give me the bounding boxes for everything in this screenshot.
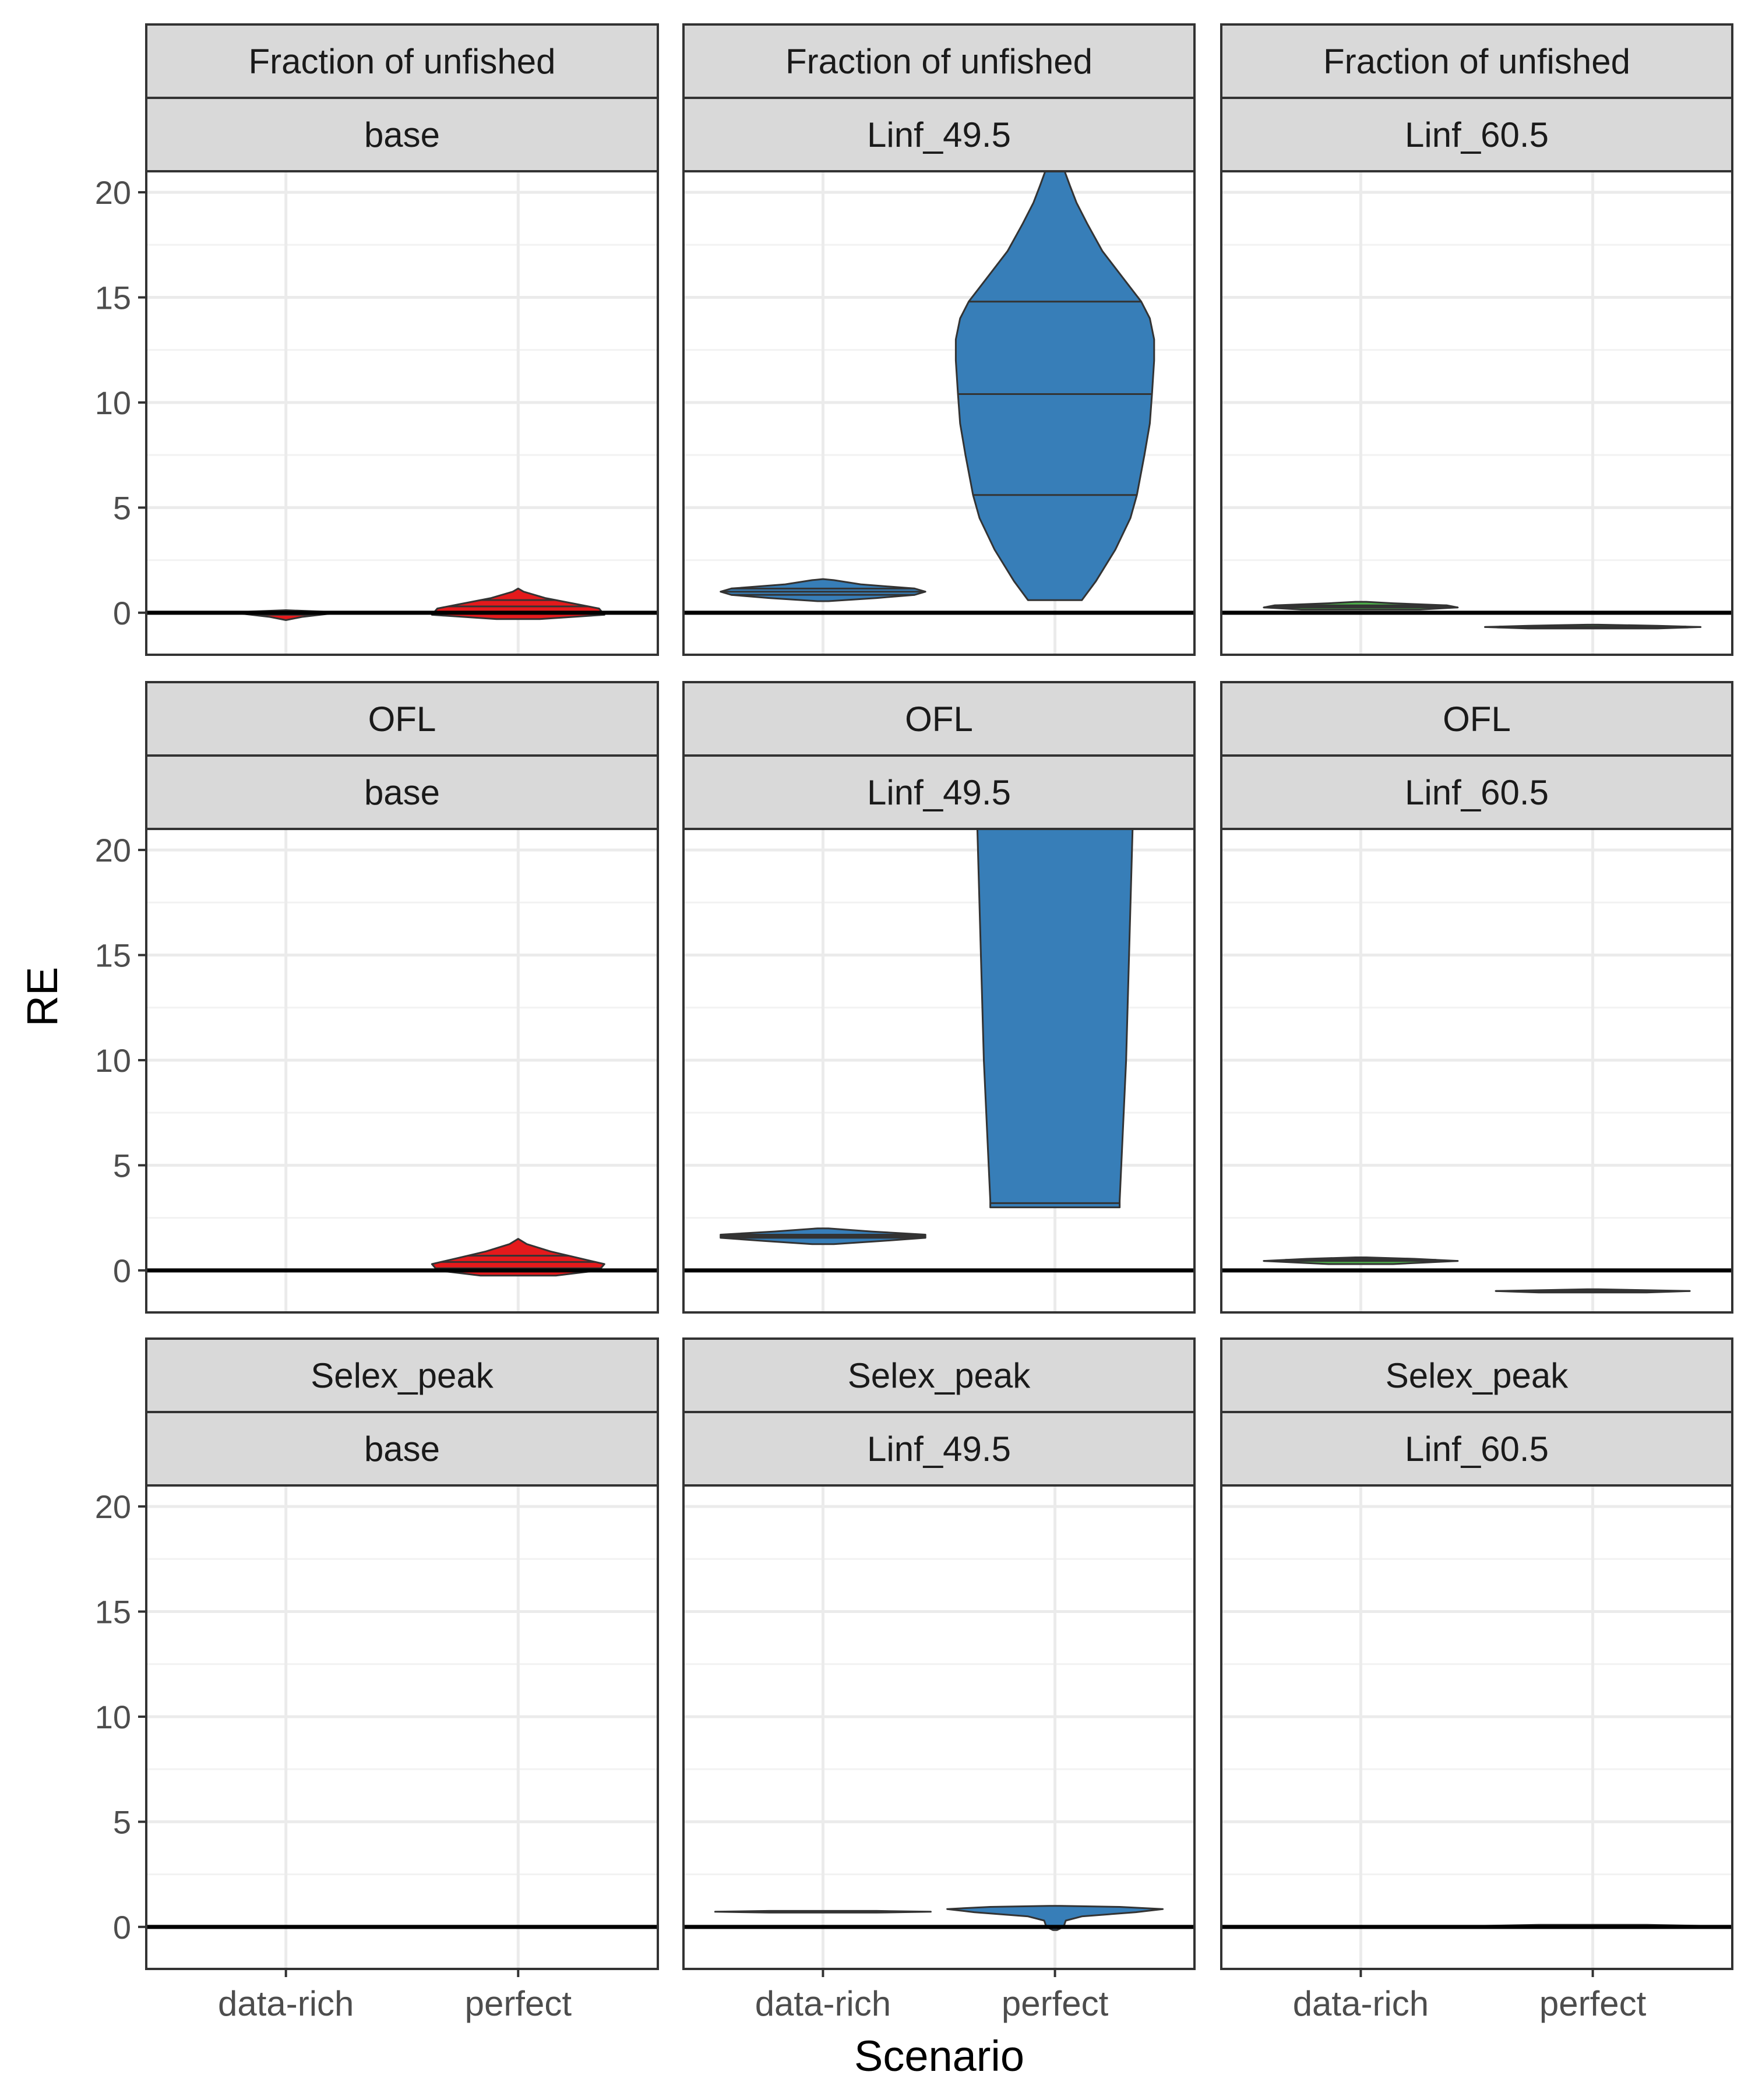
facet-strip-row-label: Selex_peak — [848, 1356, 1031, 1395]
facet-strip-col-label: Linf_60.5 — [1405, 773, 1549, 812]
facet-strip-col — [682, 754, 1196, 830]
facet-strip-col-label: Linf_49.5 — [867, 115, 1011, 154]
facet-panel-1-0: OFL base 0 5 10 15 20 — [95, 681, 659, 1314]
x-tick-label: perfect — [1539, 1984, 1647, 2023]
facet-strip-row-label: Selex_peak — [1386, 1356, 1569, 1395]
panel-border — [1220, 1484, 1733, 1970]
y-axis-title: RE — [18, 967, 66, 1027]
violin-perfect — [954, 171, 1155, 601]
panel-border — [145, 1484, 659, 1970]
x-tick-label: data-rich — [1293, 1984, 1429, 2023]
facet-strip-col — [1220, 97, 1733, 172]
facet-panel-1-1: OFL Linf_49.5 — [682, 681, 1196, 1314]
x-tick-label: data-rich — [755, 1984, 891, 2023]
panel-border — [1220, 170, 1733, 656]
y-tick-label: 20 — [95, 174, 131, 211]
facet-strip-col-label: Linf_49.5 — [867, 1430, 1011, 1469]
panel-background — [146, 1485, 658, 1969]
panel-background — [1221, 171, 1732, 655]
panel-border — [682, 170, 1196, 656]
y-tick-label: 20 — [95, 832, 131, 869]
panel-border — [682, 828, 1196, 1314]
facet-strip-row — [682, 681, 1196, 757]
y-tick-label: 0 — [113, 1252, 131, 1289]
violin-group — [720, 829, 1134, 1245]
panel-border — [1220, 828, 1733, 1314]
y-tick-label: 10 — [95, 384, 131, 421]
y-tick-label: 20 — [95, 1488, 131, 1525]
facet-strip-row-label: OFL — [368, 700, 436, 739]
violin-group — [714, 1905, 1164, 1931]
facet-strip-row — [682, 1337, 1196, 1413]
facet-strip-row — [682, 23, 1196, 99]
y-tick-label: 15 — [95, 1594, 131, 1630]
facet-panel-1-2: OFL Linf_60.5 — [1220, 681, 1733, 1314]
violin-data-rich — [714, 1910, 932, 1914]
facet-strip-row-label: Fraction of unfished — [249, 42, 556, 81]
facet-strip-col-label: Linf_60.5 — [1405, 115, 1549, 154]
y-tick-label: 10 — [95, 1042, 131, 1079]
facet-strip-col-label: Linf_60.5 — [1405, 1430, 1549, 1469]
facet-strip-row-label: Fraction of unfished — [785, 42, 1092, 81]
y-tick-label: 5 — [113, 1147, 131, 1184]
facet-strip-row — [145, 681, 659, 757]
facet-strip-row — [1220, 23, 1733, 99]
panel-background — [683, 1485, 1194, 1969]
facet-strip-col — [682, 97, 1196, 172]
facet-panel-2-2: Selex_peak Linf_60.5 data-rich perfect — [1220, 1337, 1733, 2023]
y-tick-label: 0 — [113, 595, 131, 631]
panel-background — [146, 171, 658, 655]
facet-strip-col — [145, 754, 659, 830]
facet-strip-col — [1220, 1411, 1733, 1487]
facet-strip-row-label: Selex_peak — [311, 1356, 494, 1395]
facet-strip-col-label: base — [364, 1430, 440, 1469]
facet-panel-2-1: Selex_peak Linf_49.5 data-rich perfect — [682, 1337, 1196, 2023]
panel-background — [146, 829, 658, 1312]
y-tick-label: 0 — [113, 1909, 131, 1946]
violin-perfect — [976, 829, 1134, 1209]
violin-group — [1263, 601, 1702, 630]
facet-strip-col-label: Linf_49.5 — [867, 773, 1011, 812]
panel-border — [682, 1484, 1196, 1970]
violin-group — [720, 171, 1155, 602]
facet-strip-row-label: OFL — [905, 700, 973, 739]
y-tick-label: 15 — [95, 937, 131, 974]
y-tick-label: 10 — [95, 1699, 131, 1735]
facet-strip-row-label: OFL — [1443, 700, 1511, 739]
facet-strip-col-label: base — [364, 115, 440, 154]
facet-panel-0-0: Fraction of unfished base 0 5 10 15 20 — [95, 23, 659, 656]
facet-strip-col — [682, 1411, 1196, 1487]
panel-border — [145, 828, 659, 1314]
panel-border — [145, 170, 659, 656]
panel-background — [1221, 1485, 1732, 1969]
facet-strip-row-label: Fraction of unfished — [1323, 42, 1630, 81]
x-tick-label: perfect — [1002, 1984, 1109, 2023]
violin-group — [1263, 1257, 1691, 1294]
x-tick-label: perfect — [465, 1984, 572, 2023]
facet-panel-0-2: Fraction of unfished Linf_60.5 — [1220, 23, 1733, 656]
facet-panel-0-1: Fraction of unfished Linf_49.5 — [682, 23, 1196, 656]
violin-perfect — [946, 1905, 1164, 1931]
y-tick-label: 15 — [95, 280, 131, 316]
facet-strip-col-label: base — [364, 773, 440, 812]
y-tick-label: 5 — [113, 489, 131, 526]
facet-strip-col — [145, 97, 659, 172]
x-axis-title: Scenario — [854, 2032, 1024, 2080]
y-tick-label: 5 — [113, 1803, 131, 1840]
panel-background — [1221, 829, 1732, 1312]
facet-strip-row — [145, 23, 659, 99]
facet-strip-row — [145, 1337, 659, 1413]
x-tick-label: data-rich — [218, 1984, 354, 2023]
